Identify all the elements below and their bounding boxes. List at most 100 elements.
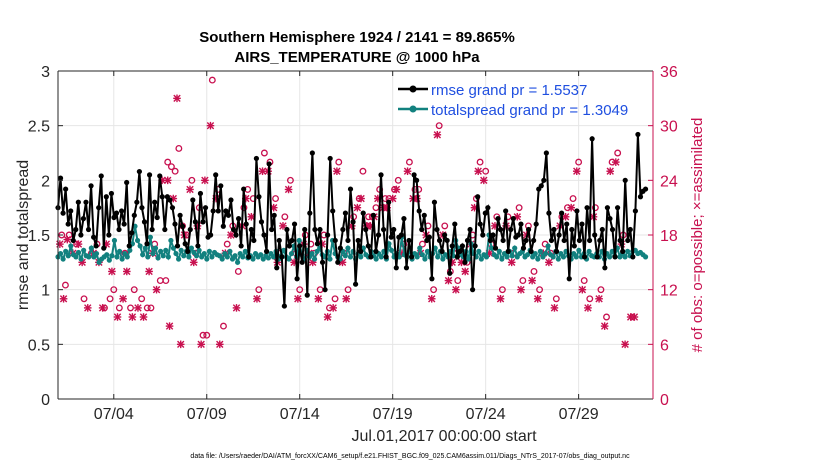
obs-assimilated-marker bbox=[197, 340, 205, 349]
rmse-point bbox=[197, 190, 204, 197]
rmse-point bbox=[370, 212, 377, 218]
y-left-tick-label: 1 bbox=[41, 283, 50, 300]
rmse-point bbox=[312, 226, 318, 233]
rmse-point bbox=[309, 150, 315, 156]
totalspread-point bbox=[201, 250, 207, 257]
obs-assimilated-marker bbox=[163, 176, 172, 185]
obs-assimilated-marker bbox=[461, 267, 470, 276]
totalspread-point bbox=[145, 254, 151, 260]
totalspread-point bbox=[378, 254, 384, 260]
totalspread-point bbox=[288, 250, 295, 257]
rmse-point bbox=[391, 226, 397, 233]
rmse-point bbox=[449, 243, 455, 249]
rmse-point bbox=[253, 155, 259, 162]
totalspread-point bbox=[175, 256, 182, 262]
totalspread-point bbox=[124, 254, 130, 260]
totalspread-point bbox=[607, 254, 613, 260]
totalspread-point bbox=[168, 237, 174, 244]
rmse-point bbox=[571, 243, 577, 249]
obs-possible-marker bbox=[476, 158, 484, 166]
rmse-point bbox=[157, 173, 163, 179]
rmse-point bbox=[276, 237, 282, 244]
totalspread-point bbox=[504, 254, 510, 260]
rmse-point bbox=[317, 226, 323, 233]
totalspread-point bbox=[422, 256, 428, 262]
rmse-point bbox=[401, 216, 407, 222]
rmse-point bbox=[113, 210, 120, 216]
rmse-point bbox=[566, 276, 572, 282]
obs-assimilated-marker bbox=[333, 167, 341, 176]
totalspread-point bbox=[152, 245, 159, 251]
rmse-point bbox=[500, 237, 506, 244]
obs-assimilated-marker bbox=[63, 235, 72, 244]
rmse-point bbox=[408, 254, 415, 260]
rmse-point bbox=[495, 216, 501, 222]
rmse-point bbox=[327, 155, 333, 162]
obs-possible-marker bbox=[530, 267, 538, 275]
rmse-point bbox=[154, 214, 160, 221]
obs-possible-marker bbox=[435, 122, 443, 130]
rmse-point bbox=[470, 287, 476, 293]
rmse-point bbox=[429, 276, 435, 282]
obs-possible-marker bbox=[552, 295, 560, 303]
obs-assimilated-marker bbox=[119, 294, 127, 303]
rmse-point bbox=[556, 232, 562, 238]
rmse-line bbox=[57, 134, 647, 307]
totalspread-point bbox=[65, 253, 71, 259]
totalspread-point bbox=[242, 248, 248, 254]
obs-assimilated-marker bbox=[284, 185, 293, 194]
totalspread-point bbox=[57, 250, 64, 257]
obs-assimilated-marker bbox=[247, 212, 256, 221]
rmse-point bbox=[152, 199, 158, 205]
obs-possible-marker bbox=[110, 286, 118, 294]
totalspread-point bbox=[576, 247, 582, 253]
y-left-tick-label: 2.5 bbox=[28, 119, 50, 136]
rmse-point bbox=[620, 248, 626, 254]
rmse-point bbox=[208, 232, 214, 238]
totalspread-point bbox=[496, 248, 502, 254]
rmse-point bbox=[604, 205, 611, 211]
rmse-point bbox=[528, 248, 534, 254]
rmse-point bbox=[472, 243, 478, 249]
totalspread-point bbox=[178, 247, 184, 253]
totalspread-point bbox=[209, 254, 215, 260]
obs-assimilated-marker bbox=[128, 313, 137, 321]
rmse-point bbox=[602, 265, 608, 271]
rmse-point bbox=[342, 210, 349, 216]
rmse-point bbox=[286, 243, 293, 249]
rmse-point bbox=[251, 237, 257, 244]
obs-possible-marker bbox=[498, 286, 506, 294]
rmse-point bbox=[508, 226, 514, 233]
obs-possible-marker bbox=[603, 313, 610, 321]
rmse-point bbox=[358, 248, 364, 254]
obs-possible-marker bbox=[223, 240, 231, 248]
rmse-point bbox=[136, 168, 142, 175]
obs-assimilated-marker bbox=[323, 313, 332, 321]
rmse-point bbox=[477, 221, 483, 227]
rmse-point bbox=[464, 237, 471, 244]
rmse-point bbox=[538, 183, 544, 189]
rmse-point bbox=[279, 254, 285, 260]
obs-assimilated-marker bbox=[479, 176, 488, 185]
rmse-point bbox=[235, 216, 242, 222]
totalspread-point bbox=[147, 234, 153, 240]
rmse-point bbox=[220, 223, 226, 229]
legend-spread-marker bbox=[409, 105, 417, 113]
obs-possible-marker bbox=[220, 322, 227, 330]
obs-possible-marker bbox=[519, 277, 527, 285]
totalspread-point bbox=[158, 248, 164, 254]
rmse-point bbox=[546, 210, 552, 216]
totalspread-point bbox=[60, 256, 66, 262]
rmse-point bbox=[454, 254, 460, 260]
rmse-point bbox=[57, 175, 64, 181]
y-right-tick-label: 0 bbox=[660, 392, 669, 409]
rmse-point bbox=[330, 208, 336, 214]
rmse-point bbox=[88, 183, 94, 189]
totalspread-point bbox=[150, 250, 156, 257]
totalspread-point bbox=[478, 256, 484, 262]
rmse-point bbox=[83, 199, 89, 205]
rmse-point bbox=[337, 245, 343, 251]
y-right-tick-label: 12 bbox=[660, 283, 678, 300]
data-file-footnote: data file: /Users/raeder/DAI/ATM_forcXX/… bbox=[190, 453, 630, 460]
